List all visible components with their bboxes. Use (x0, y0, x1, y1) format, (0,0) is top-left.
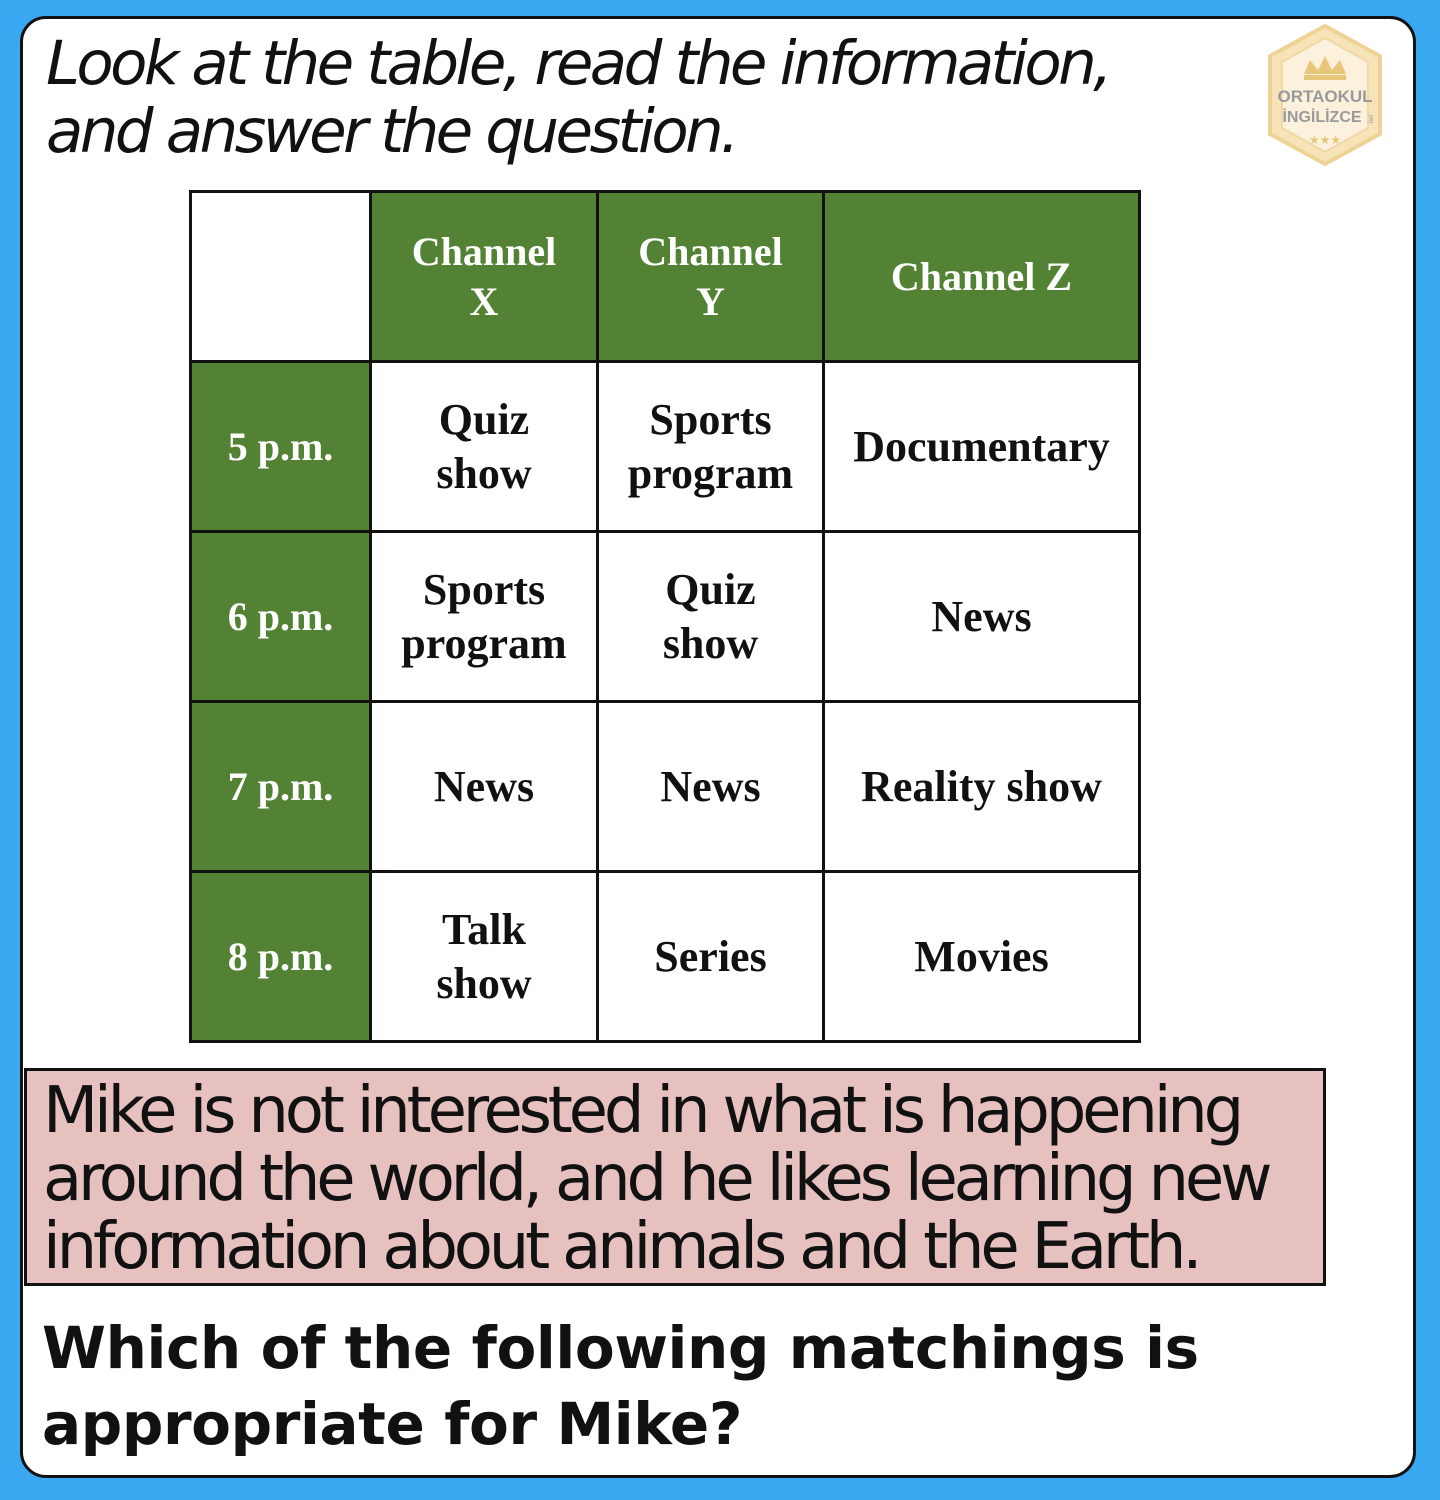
program-cell: News (822, 530, 1141, 703)
table-row: 6 p.m. Sports program Quiz show News (189, 530, 1141, 703)
crown-icon (1304, 56, 1346, 80)
program-cell: Sports program (369, 530, 599, 703)
cell-line: News (931, 591, 1032, 641)
header-line: Channel (411, 228, 557, 274)
question-line-2: appropriate for Mike? (42, 1390, 743, 1458)
tv-schedule-table: Channel X Channel Y Channel Z 5 p.m. Qui… (189, 190, 1141, 1043)
program-cell: Documentary (822, 360, 1141, 533)
cell-line: program (627, 448, 794, 498)
cell-line: Reality show (861, 761, 1102, 811)
time-cell: 8 p.m. (189, 870, 372, 1043)
time-cell: 6 p.m. (189, 530, 372, 703)
cell-line: Quiz (438, 394, 530, 444)
cell-line: Quiz (665, 564, 756, 614)
logo-mark: .net (1369, 115, 1375, 125)
cell-line: Sports (649, 394, 772, 444)
program-cell: Quiz show (596, 530, 825, 703)
time-cell: 5 p.m. (189, 360, 372, 533)
cell-line: Documentary (853, 421, 1110, 471)
cell-line: program (401, 618, 567, 668)
table-row: 7 p.m. News News Reality show (189, 700, 1141, 873)
cell-line: Movies (914, 931, 1049, 981)
header-channel-x: Channel X (369, 190, 599, 363)
instruction-text: Look at the table, read the information,… (46, 30, 1226, 166)
program-cell: Reality show (822, 700, 1141, 873)
program-cell: Series (596, 870, 825, 1043)
header-corner-cell (189, 190, 372, 363)
cell-line: News (433, 761, 535, 811)
table-row: 8 p.m. Talk show Series Movies (189, 870, 1141, 1043)
cell-line: show (662, 618, 759, 668)
program-cell: News (596, 700, 825, 873)
cell-line: Talk (441, 904, 526, 954)
header-line: Channel Z (890, 253, 1073, 299)
question-line-1: Which of the following matchings is (42, 1314, 1199, 1382)
info-line-3: information about animals and the Earth. (43, 1210, 1203, 1284)
table-header-row: Channel X Channel Y Channel Z (189, 190, 1141, 363)
instruction-line-2: and answer the question. (46, 96, 740, 167)
header-channel-z: Channel Z (822, 190, 1141, 363)
info-line-1: Mike is not interested in what is happen… (43, 1074, 1244, 1148)
logo-line-2: İNGİLİZCE (1282, 108, 1361, 126)
ortaokul-ingilizce-logo: ORTAOKUL İNGİLİZCE .net ★★★ (1268, 23, 1382, 167)
logo-stars: ★★★ (1309, 133, 1341, 147)
logo-line-1: ORTAOKUL (1277, 87, 1372, 106)
program-cell: Sports program (596, 360, 825, 533)
instruction-line-1: Look at the table, read the information, (46, 28, 1113, 99)
cell-line: Series (654, 931, 767, 981)
header-channel-y: Channel Y (596, 190, 825, 363)
cell-line: Sports (422, 564, 546, 614)
cell-line: News (660, 761, 761, 811)
info-line-2: around the world, and he likes learning … (43, 1142, 1272, 1216)
question-text: Which of the following matchings is appr… (42, 1310, 1362, 1462)
cell-line: show (436, 448, 532, 498)
program-cell: Movies (822, 870, 1141, 1043)
info-box: Mike is not interested in what is happen… (24, 1068, 1326, 1286)
header-line: Channel (638, 228, 783, 274)
program-cell: Quiz show (369, 360, 599, 533)
time-cell: 7 p.m. (189, 700, 372, 873)
header-line: Y (696, 278, 725, 324)
cell-line: show (436, 958, 532, 1008)
program-cell: Talk show (369, 870, 599, 1043)
program-cell: News (369, 700, 599, 873)
table-row: 5 p.m. Quiz show Sports program Documentar… (189, 360, 1141, 533)
header-line: X (469, 278, 499, 324)
